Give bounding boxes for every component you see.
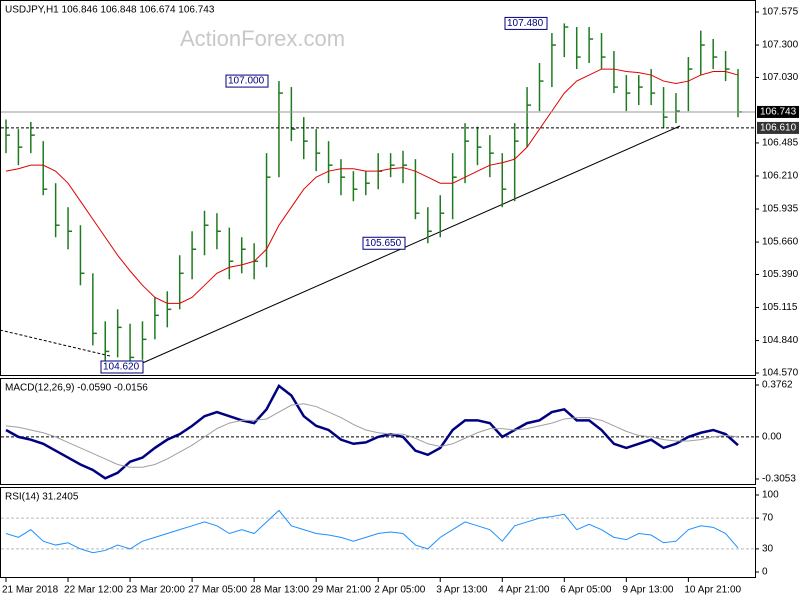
x-tick-label: 6 Apr 05:00 [560,585,612,596]
x-tick-label: 28 Mar 13:00 [250,585,309,596]
y-tick-label: 105.115 [762,302,798,313]
y-tick-label: 107.030 [762,72,799,83]
x-tick-label: 10 Apr 21:00 [684,585,741,596]
x-tick-label: 29 Mar 21:00 [312,585,371,596]
y-tick-label: 105.935 [762,204,799,215]
y-tick-label: 0.3762 [762,380,793,391]
y-tick-label: 0 [762,567,768,578]
x-tick-label: 27 Mar 05:00 [188,585,247,596]
y-tick-label: 107.575 [762,7,799,18]
moving-average [5,68,739,304]
x-tick-label: 22 Mar 12:00 [64,585,123,596]
y-tick-label: 30 [762,544,774,555]
price-level-box [757,121,799,134]
y-tick-label: 100 [762,490,779,501]
y-tick-label: 106.210 [762,171,799,182]
watermark: ActionForex.com [180,26,345,51]
chart-title: USDJPY,H1 106.846 106.848 106.674 106.74… [5,5,215,16]
annotation-box [225,74,269,88]
indicator-line [5,509,739,554]
y-tick-label: 0.00 [762,432,782,443]
indicator-line [5,383,739,480]
x-tick-label: 23 Mar 20:00 [126,585,185,596]
y-tick-label: 70 [762,513,774,524]
price-level-label: 106.610 [760,123,797,134]
annotation-label: 107.000 [228,76,265,87]
y-tick-label: 105.390 [762,269,799,280]
y-tick-label: -0.3053 [762,474,796,485]
price-panel [0,0,756,376]
annotation-label: 107.480 [507,18,544,29]
annotation-label: 105.650 [365,238,402,249]
macd-title: MACD(12,26,9) -0.0590 -0.0156 [5,383,148,394]
y-tick-label: 107.300 [762,40,799,51]
annotation-box [100,360,144,374]
y-tick-label: 105.660 [762,237,799,248]
x-tick-label: 3 Apr 13:00 [436,585,488,596]
y-tick-label: 104.840 [762,335,799,346]
price-level-label: 106.743 [760,107,797,118]
x-tick-label: 2 Apr 05:00 [374,585,426,596]
y-tick-label: 106.485 [762,138,799,149]
rsi-title: RSI(14) 31.2405 [5,492,79,503]
price-level-box [757,105,799,118]
annotation-label: 104.620 [103,362,140,373]
x-tick-label: 4 Apr 21:00 [498,585,550,596]
x-tick-label: 9 Apr 13:00 [622,585,674,596]
annotation-box [504,16,548,30]
x-tick-label: 21 Mar 2018 [2,585,59,596]
trend-line-old [0,329,111,357]
annotation-box [362,236,406,250]
indicator-line [5,403,739,468]
y-tick-label: 104.570 [762,368,799,379]
macd-panel [0,378,756,485]
trend-line [137,125,681,366]
